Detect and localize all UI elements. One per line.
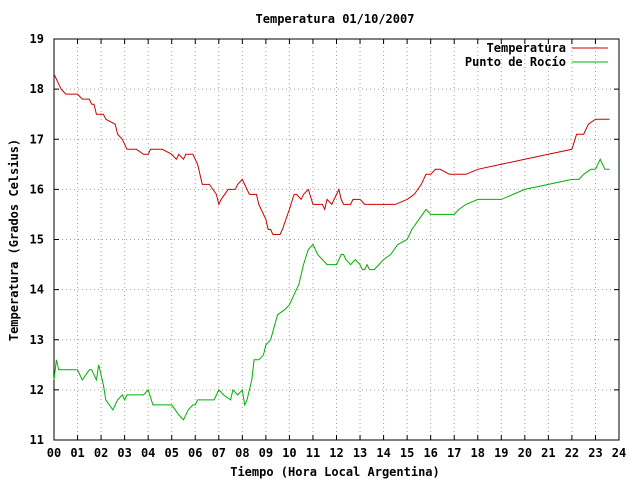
axis-ticks: 00 01 02 03 04 05 06 07 08 09 10 11 12 13 14 15 16 17 18 19… [30,32,627,460]
x-tick-label: 09 [259,446,273,460]
grid [54,39,619,440]
x-tick-label: 18 [471,446,485,460]
x-tick-label: 05 [164,446,178,460]
legend-label: Punto de Rocío [465,55,566,69]
y-axis-label: Temperatura (Grados Celsius) [7,139,21,341]
series-lines [53,73,610,421]
x-axis-label: Tiempo (Hora Local Argentina) [230,465,440,479]
y-tick-label: 18 [30,82,44,96]
x-tick-label: 22 [565,446,579,460]
x-tick-label: 20 [518,446,532,460]
y-tick-label: 11 [30,433,44,447]
legend-label: Temperatura [487,41,566,55]
x-tick-label: 08 [235,446,249,460]
x-tick-label: 10 [282,446,296,460]
y-tick-label: 12 [30,383,44,397]
x-tick-label: 01 [70,446,84,460]
x-tick-label: 15 [400,446,414,460]
x-tick-label: 17 [447,446,461,460]
x-tick-label: 02 [94,446,108,460]
x-tick-label: 16 [423,446,437,460]
x-tick-label: 03 [117,446,131,460]
x-tick-label: 23 [588,446,602,460]
x-tick-label: 21 [541,446,555,460]
series-line-punto-de-rocio [53,158,610,421]
x-tick-label: 12 [329,446,343,460]
x-tick-label: 07 [212,446,226,460]
x-tick-label: 11 [306,446,320,460]
y-tick-label: 19 [30,32,44,46]
y-tick-label: 16 [30,182,44,196]
y-tick-label: 15 [30,233,44,247]
y-tick-label: 14 [30,283,44,297]
x-tick-label: 13 [353,446,367,460]
x-tick-label: 04 [141,446,155,460]
x-tick-label: 24 [612,446,626,460]
x-tick-label: 00 [47,446,61,460]
x-tick-label: 19 [494,446,508,460]
x-tick-label: 14 [376,446,390,460]
y-tick-label: 13 [30,333,44,347]
y-tick-label: 17 [30,132,44,146]
series-line-temperatura [53,73,610,235]
chart-title: Temperatura 01/10/2007 [256,12,415,26]
x-tick-label: 06 [188,446,202,460]
